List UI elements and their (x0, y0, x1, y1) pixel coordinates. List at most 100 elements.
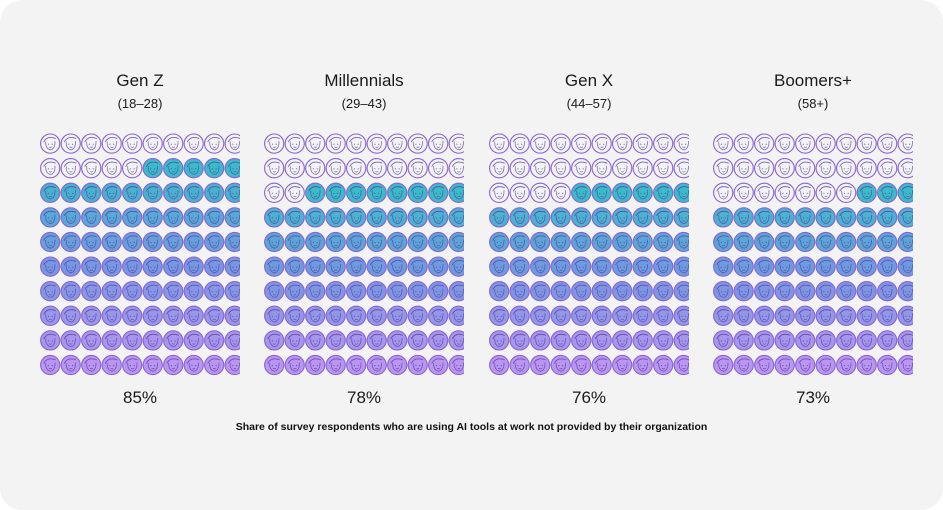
face-icon-empty (325, 133, 346, 154)
face-icon-empty (877, 133, 898, 154)
face-icon-empty (754, 133, 775, 154)
face-icon-empty (387, 133, 408, 154)
face-icon-filled (877, 182, 898, 203)
face-icon-filled (856, 354, 877, 376)
face-icon-filled (60, 256, 81, 277)
face-icon-empty (815, 158, 836, 179)
face-icon-filled (60, 182, 81, 203)
face-icon-filled (795, 207, 816, 228)
face-icon-filled (101, 231, 122, 253)
face-icon-filled (489, 330, 510, 351)
face-icon-filled (204, 231, 225, 253)
face-icon-filled (40, 281, 61, 302)
face-icon-empty (489, 182, 510, 203)
face-icon-filled (897, 281, 913, 302)
face-icon-filled (774, 354, 795, 376)
face-icon-filled (612, 330, 633, 351)
face-icon-filled (897, 330, 913, 351)
face-icon-empty (877, 158, 898, 179)
face-icon-filled (591, 231, 612, 253)
face-icon-empty (550, 158, 571, 179)
face-icon-filled (877, 256, 898, 277)
face-icon-empty (571, 158, 592, 179)
face-icon-filled (591, 354, 612, 376)
face-icon-empty (713, 182, 734, 203)
face-icon-empty (530, 133, 551, 154)
face-icon-filled (428, 207, 449, 228)
face-icon-empty (754, 158, 775, 179)
face-icon-filled (407, 354, 428, 376)
face-icon-filled (591, 305, 612, 326)
face-icon-filled (224, 354, 240, 376)
face-icon-filled (60, 305, 81, 326)
face-icon-filled (774, 330, 795, 351)
face-icon-filled (346, 182, 367, 203)
face-icon-filled (754, 256, 775, 277)
face-icon-filled (122, 354, 143, 376)
face-icon-empty (284, 158, 305, 179)
face-icon-filled (163, 231, 184, 253)
face-icon-empty (40, 133, 61, 154)
face-icon-filled (877, 305, 898, 326)
face-icon-filled (673, 256, 689, 277)
face-icon-filled (632, 281, 653, 302)
face-icon-filled (305, 281, 326, 302)
face-icon-empty (774, 158, 795, 179)
face-icon-filled (204, 256, 225, 277)
face-icon-filled (224, 207, 240, 228)
face-icon-filled (612, 354, 633, 376)
face-icon-filled (530, 207, 551, 228)
face-icon-filled (325, 305, 346, 326)
face-icon-filled (653, 256, 674, 277)
face-icon-filled (877, 231, 898, 253)
face-icon-empty (612, 158, 633, 179)
face-icon-filled (550, 330, 571, 351)
face-icon-filled (325, 354, 346, 376)
face-icon-empty (754, 182, 775, 203)
face-icon-filled (632, 330, 653, 351)
face-icon-filled (897, 182, 913, 203)
face-icon-filled (122, 207, 143, 228)
face-icon-filled (591, 182, 612, 203)
percent-label: 76% (571, 388, 607, 407)
face-icon-filled (264, 330, 285, 351)
face-icon-filled (101, 330, 122, 351)
face-icon-filled (284, 207, 305, 228)
face-icon-filled (571, 354, 592, 376)
face-icon-filled (448, 207, 464, 228)
face-icon-filled (877, 354, 898, 376)
face-icon-filled (856, 182, 877, 203)
panel-gen-z: Gen Z (18–28) 85% (35, 70, 245, 409)
face-icon-filled (264, 354, 285, 376)
face-icon-filled (550, 256, 571, 277)
face-icon-filled (754, 354, 775, 376)
face-icon-filled (754, 207, 775, 228)
face-icon-filled (407, 305, 428, 326)
face-icon-filled (204, 354, 225, 376)
face-icon-filled (366, 207, 387, 228)
face-icon-filled (366, 231, 387, 253)
face-icon-filled (612, 231, 633, 253)
face-icon-filled (632, 256, 653, 277)
face-icon-empty (325, 158, 346, 179)
face-icon-filled (754, 305, 775, 326)
face-icon-filled (509, 305, 530, 326)
face-icon-filled (509, 231, 530, 253)
face-icon-filled (346, 281, 367, 302)
face-icon-filled (366, 305, 387, 326)
face-icon-empty (264, 133, 285, 154)
face-icon-filled (571, 330, 592, 351)
face-icon-empty (264, 158, 285, 179)
panel-gen-x: Gen X (44–57) 76% (484, 70, 694, 409)
face-icon-filled (815, 231, 836, 253)
face-icon-filled (305, 182, 326, 203)
face-icon-filled (509, 256, 530, 277)
face-icon-filled (264, 231, 285, 253)
face-icon-empty (795, 158, 816, 179)
generation-name: Gen Z (116, 71, 164, 90)
face-icon-empty (305, 158, 326, 179)
face-icon-filled (632, 305, 653, 326)
face-icon-empty (60, 133, 81, 154)
face-icon-empty (489, 133, 510, 154)
face-icon-empty (591, 158, 612, 179)
